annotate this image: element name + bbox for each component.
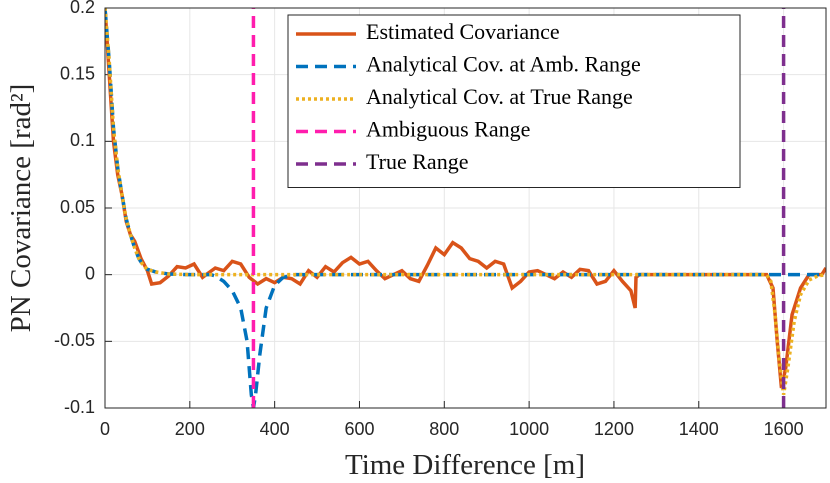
x-tick-label: 200 <box>175 419 205 439</box>
y-tick-label: 0.05 <box>60 197 95 217</box>
x-tick-label: 800 <box>429 419 459 439</box>
legend-box <box>287 14 741 188</box>
series-line <box>105 8 826 395</box>
axes-box <box>104 7 827 409</box>
legend-label: Estimated Covariance <box>366 19 560 44</box>
y-tick-label: -0.05 <box>54 330 95 350</box>
y-tick-label: 0.2 <box>70 0 95 17</box>
y-tick-label: 0.15 <box>60 63 95 83</box>
legend-label: Analytical Cov. at Amb. Range <box>366 52 641 77</box>
x-tick-label: 600 <box>344 419 374 439</box>
x-tick-label: 1600 <box>764 419 804 439</box>
x-axis-label: Time Difference [m] <box>345 449 585 481</box>
y-tick-label: 0.1 <box>70 130 95 150</box>
x-tick-label: 400 <box>260 419 290 439</box>
legend-label: True Range <box>366 149 468 174</box>
legend-label: Analytical Cov. at True Range <box>366 84 633 109</box>
y-tick-label: -0.1 <box>64 397 95 417</box>
plot-lines <box>105 8 826 408</box>
series-line <box>105 8 826 389</box>
x-tick-label: 1400 <box>679 419 719 439</box>
legend-label: Ambiguous Range <box>366 117 530 142</box>
x-tick-label: 1200 <box>594 419 634 439</box>
y-axis-label: PN Covariance [rad²] <box>5 84 37 333</box>
y-tick-label: 0 <box>85 263 95 283</box>
x-tick-label: 1000 <box>509 419 549 439</box>
x-tick-label: 0 <box>100 419 110 439</box>
